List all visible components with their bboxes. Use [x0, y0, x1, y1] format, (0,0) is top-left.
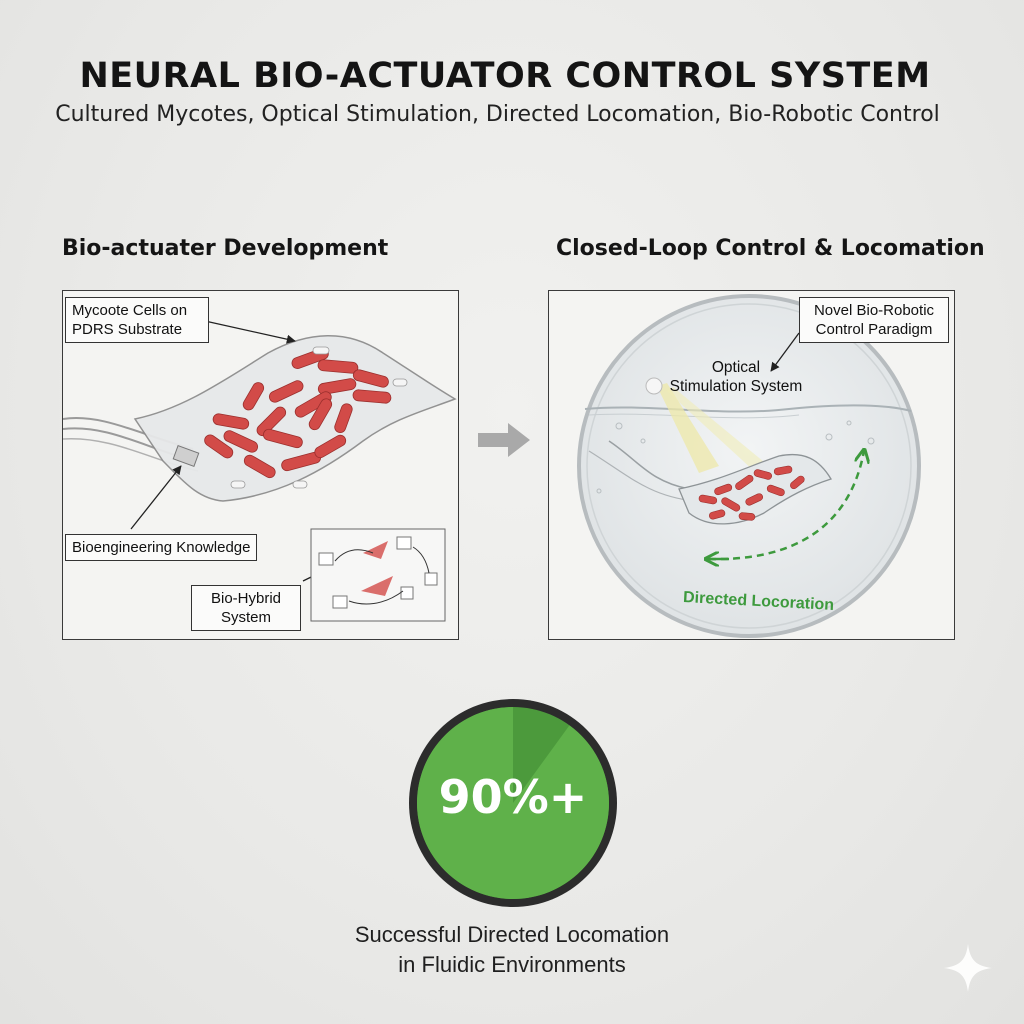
mycote-cells [204, 347, 392, 479]
bioengineering-knowledge-callout: Bioengineering Knowledge [65, 534, 258, 561]
bio-actuator-illustration [63, 320, 457, 622]
callout-line: PDRS Substrate [72, 321, 183, 338]
left-panel-heading: Bio-actuater Development [62, 236, 389, 261]
callout-line: Control Paradigm [815, 321, 933, 338]
flow-arrow-icon [478, 423, 530, 457]
callout-line: Bio-Hybrid [210, 590, 282, 607]
caption-line: Successful Directed Locomation [354, 922, 670, 947]
optical-stimulation-label: Optical Stimulation System [661, 358, 811, 396]
caption-line: in Fluidic Environments [398, 952, 626, 977]
callout-line: Novel Bio-Robotic [813, 302, 935, 319]
control-paradigm-callout: Novel Bio-Robotic Control Paradigm [799, 297, 949, 343]
mycote-cells-callout: Mycoote Cells on PDRS Substrate [65, 297, 209, 343]
sparkle-icon [944, 944, 992, 992]
callout-line: System [220, 609, 271, 626]
success-gauge-fill [417, 707, 609, 899]
closed-loop-panel: Novel Bio-Robotic Control Paradigm Optic… [548, 290, 955, 640]
success-caption: Successful Directed Locomation in Fluidi… [312, 920, 712, 980]
bio-actuator [678, 453, 832, 525]
page-subtitle: Cultured Mycotes, Optical Stimulation, D… [55, 102, 940, 127]
success-rate-value: 90%+ [438, 770, 588, 824]
mycote-cells [698, 465, 805, 521]
success-gauge [409, 699, 617, 907]
label-line: Stimulation System [669, 378, 803, 395]
bio-hybrid-callout: Bio-Hybrid System [191, 585, 301, 631]
bio-hybrid-diagram [310, 528, 446, 622]
label-line: Optical [711, 359, 761, 376]
petri-dish-illustration [577, 294, 921, 638]
callout-line: Mycoote Cells on [72, 302, 188, 319]
right-panel-heading: Closed-Loop Control & Locomation [556, 236, 985, 261]
page-title: NEURAL BIO-ACTUATOR CONTROL SYSTEM [79, 56, 931, 96]
bio-actuator-panel: Mycoote Cells on PDRS Substrate Bioengin… [62, 290, 459, 640]
